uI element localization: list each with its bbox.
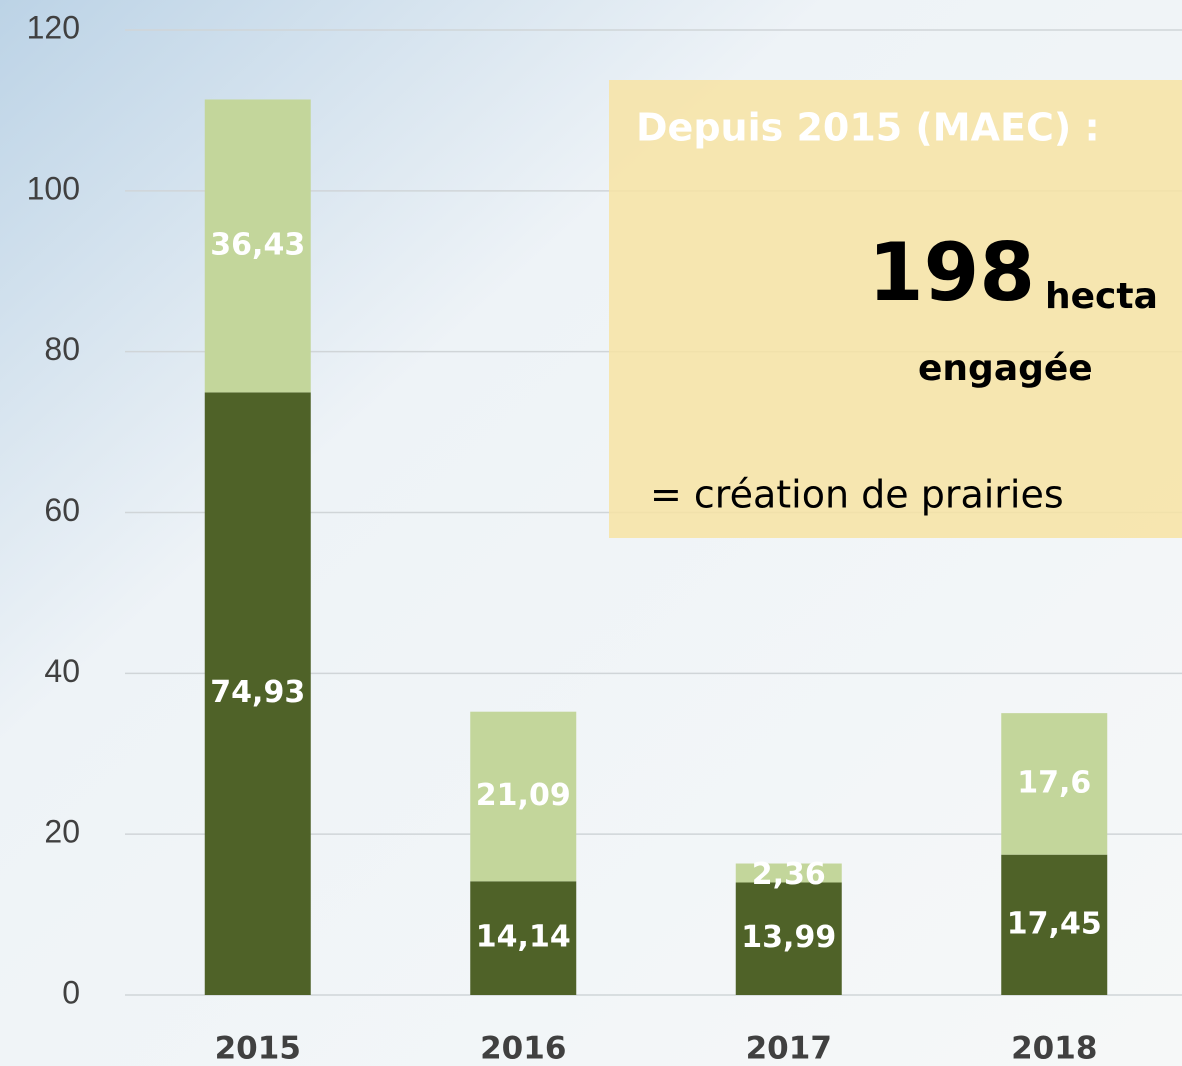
- y-tick-label: 120: [27, 9, 80, 45]
- data-label: 17,45: [1007, 906, 1102, 941]
- bar-segment: [204, 392, 311, 995]
- bar-segment: [204, 99, 311, 393]
- y-tick-label: 80: [44, 331, 80, 367]
- bar-segment: [470, 711, 577, 882]
- bar-segment: [1001, 713, 1108, 855]
- y-tick-label: 20: [44, 814, 80, 850]
- bar-segment: [470, 881, 577, 995]
- data-label: 13,99: [741, 920, 836, 955]
- y-tick-label: 40: [44, 653, 80, 689]
- annotation-unit: hecta: [1045, 276, 1158, 317]
- bar-segment: [735, 863, 842, 883]
- bars: 2015 74,93 36,43 2016 14,14 21,09 2017 13,99 2,3…: [204, 99, 1108, 1066]
- data-label: 74,93: [210, 675, 305, 710]
- x-tick-label: 2016: [480, 1031, 566, 1066]
- x-tick-label: 2015: [215, 1031, 301, 1066]
- bar-segment: [1001, 854, 1108, 995]
- y-tick-label: 0: [62, 974, 80, 1010]
- annotation-line2: engagée: [918, 348, 1093, 389]
- bar-segment: [735, 882, 842, 995]
- data-label: 14,14: [476, 920, 571, 955]
- data-label: 17,6: [1017, 765, 1091, 800]
- y-tick-label: 60: [44, 492, 80, 528]
- annotation-heading: Depuis 2015 (MAEC) :: [636, 106, 1100, 150]
- annotation-box: [609, 80, 1182, 538]
- annotation-number: 198: [868, 226, 1035, 319]
- annotation-number-line: 198 hecta: [868, 226, 1158, 319]
- y-tick-label: 100: [27, 170, 80, 206]
- x-tick-label: 2017: [746, 1031, 832, 1066]
- x-tick-label: 2018: [1011, 1031, 1097, 1066]
- data-label: 36,43: [210, 227, 305, 262]
- data-label: 2,36: [752, 857, 826, 892]
- annotation-line3: = création de prairies: [650, 473, 1064, 517]
- data-label: 21,09: [476, 778, 571, 813]
